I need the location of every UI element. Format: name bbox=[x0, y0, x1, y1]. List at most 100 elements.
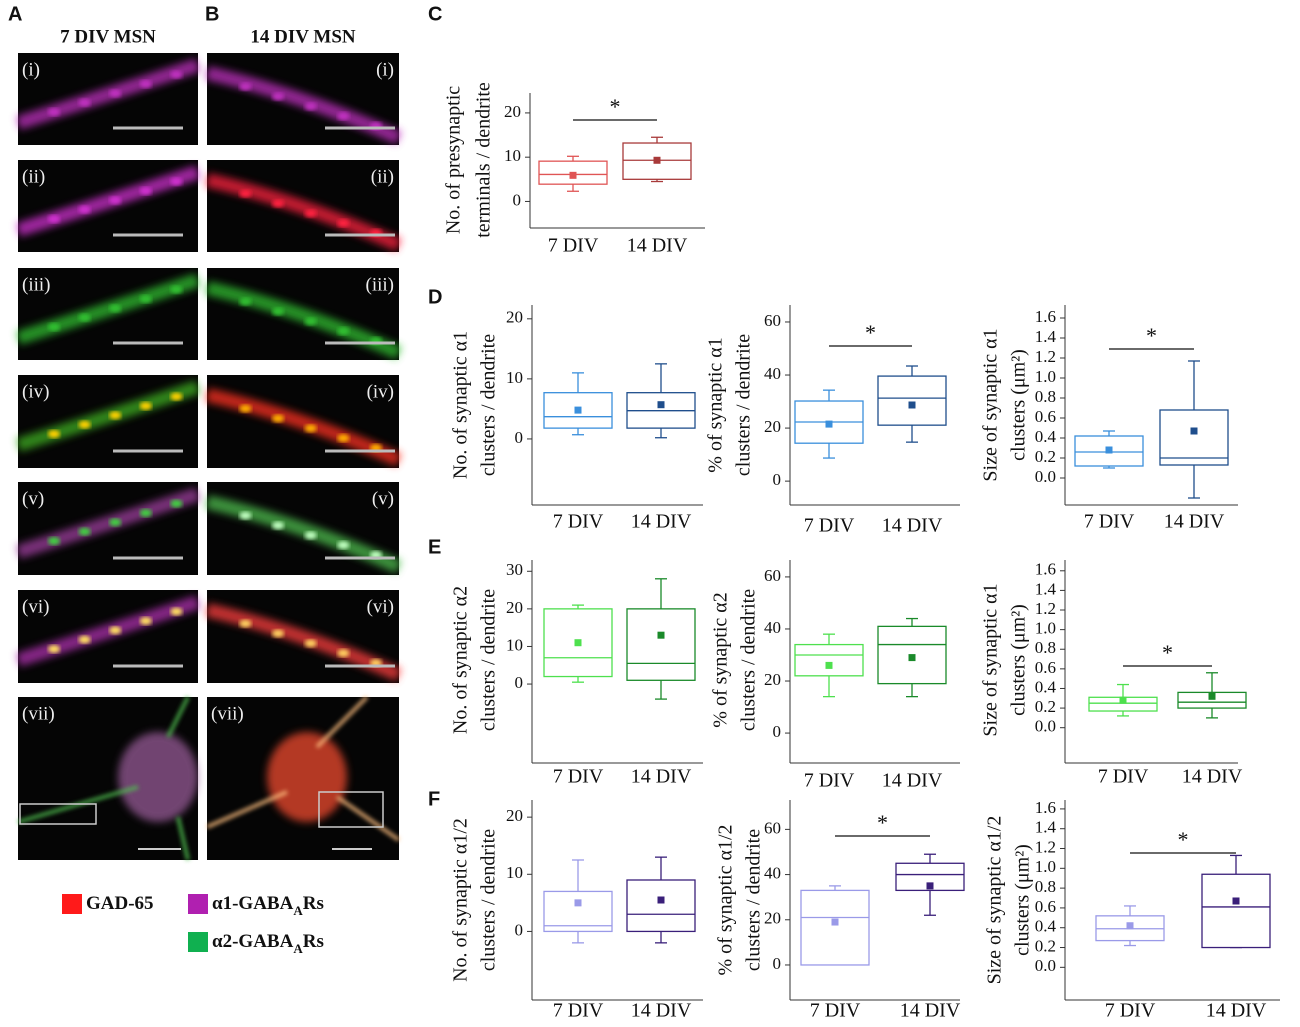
y-tick-label: 0 bbox=[773, 722, 782, 741]
mean bbox=[657, 631, 665, 639]
y-tick-label: 20 bbox=[506, 806, 523, 825]
mean bbox=[1126, 922, 1134, 930]
box bbox=[1177, 691, 1247, 709]
inset-box bbox=[318, 791, 384, 828]
y-tick-label: 0.6 bbox=[1035, 658, 1056, 677]
box bbox=[543, 890, 613, 933]
y-tick-label: 1.6 bbox=[1035, 307, 1056, 326]
y-tick-label: 20 bbox=[764, 909, 781, 928]
box-chart: 0.00.20.40.60.81.01.21.41.6 Size of synap… bbox=[980, 560, 1247, 788]
x-tick-label: 7 DIV bbox=[548, 235, 599, 257]
box-chart: 0 20 40 60 % of synaptic α1 clusters / dendri… bbox=[705, 305, 960, 537]
y-tick-label: 0 bbox=[515, 428, 524, 447]
box-chart: 0.00.20.40.60.81.01.21.41.6 Size of synap… bbox=[980, 305, 1238, 533]
y-tick-label: 60 bbox=[764, 311, 781, 330]
significance: * bbox=[1162, 640, 1173, 665]
y-tick-label: 0.4 bbox=[1035, 677, 1057, 696]
significance: * bbox=[1146, 323, 1157, 348]
micrograph bbox=[15, 590, 201, 683]
y-tick-label: 1.0 bbox=[1035, 857, 1056, 876]
y-tick-label: 10 bbox=[504, 146, 521, 165]
y-tick-label: 10 bbox=[506, 635, 523, 654]
mean bbox=[569, 171, 577, 179]
significance: * bbox=[1178, 827, 1189, 852]
legend-label: GAD-65 bbox=[86, 893, 154, 914]
x-tick-label: 7 DIV bbox=[810, 1000, 861, 1022]
y-axis-label: clusters / dendrite bbox=[738, 589, 760, 731]
mean bbox=[574, 899, 582, 907]
micrograph bbox=[15, 375, 201, 468]
micrograph bbox=[17, 696, 198, 861]
significance: * bbox=[865, 320, 876, 345]
y-tick-label: 20 bbox=[764, 417, 781, 436]
puncta bbox=[304, 317, 317, 326]
puncta bbox=[337, 541, 350, 550]
micrograph bbox=[205, 375, 402, 468]
legend-sub: A bbox=[293, 941, 303, 956]
box-chart: 0 20 40 60 % of synaptic α2 clusters / dendri… bbox=[710, 560, 960, 792]
y-axis-label: No. of synaptic α1/2 bbox=[450, 818, 472, 982]
puncta bbox=[304, 424, 317, 433]
micrograph bbox=[205, 53, 402, 145]
y-tick-label: 40 bbox=[764, 364, 781, 383]
y-tick-label: 0.0 bbox=[1035, 467, 1056, 486]
y-axis-label: clusters (μm²) bbox=[1012, 844, 1034, 956]
puncta bbox=[337, 649, 350, 658]
puncta bbox=[78, 205, 91, 214]
x-tick-label: 14 DIV bbox=[631, 511, 692, 533]
puncta bbox=[109, 411, 122, 420]
y-tick-label: 0.8 bbox=[1035, 387, 1056, 406]
puncta bbox=[109, 626, 122, 635]
significance: * bbox=[877, 810, 888, 835]
y-tick-label: 1.2 bbox=[1035, 347, 1056, 366]
x-tick-label: 14 DIV bbox=[882, 515, 943, 537]
image-label: (ii) bbox=[22, 166, 45, 187]
y-axis-label: % of synaptic α2 bbox=[710, 592, 732, 727]
x-tick-label: 14 DIV bbox=[627, 235, 688, 257]
y-tick-label: 0 bbox=[773, 470, 782, 489]
image-label: (v) bbox=[22, 488, 44, 509]
puncta bbox=[109, 89, 122, 98]
puncta bbox=[272, 414, 285, 423]
y-tick-label: 0.2 bbox=[1035, 697, 1056, 716]
y-tick-label: 0 bbox=[773, 954, 782, 973]
image-label: (vii) bbox=[22, 703, 55, 724]
y-tick-label: 60 bbox=[764, 566, 781, 585]
y-axis-label: % of synaptic α1/2 bbox=[715, 824, 737, 975]
legend-swatch bbox=[188, 894, 208, 914]
y-tick-label: 0.8 bbox=[1035, 638, 1056, 657]
legend-text: α2-GABA bbox=[212, 931, 294, 952]
y-axis-label: clusters / dendrite bbox=[478, 589, 500, 731]
image-label: (iv) bbox=[367, 381, 394, 402]
y-tick-label: 0 bbox=[513, 190, 522, 209]
puncta bbox=[170, 392, 183, 401]
puncta bbox=[48, 323, 60, 331]
y-tick-label: 0.8 bbox=[1035, 877, 1056, 896]
puncta bbox=[239, 511, 252, 520]
neurite bbox=[206, 695, 401, 842]
y-tick-label: 20 bbox=[764, 670, 781, 689]
y-tick-label: 0.2 bbox=[1035, 447, 1056, 466]
y-tick-label: 1.6 bbox=[1035, 798, 1056, 817]
x-tick-label: 14 DIV bbox=[1164, 511, 1225, 533]
y-tick-label: 60 bbox=[764, 818, 781, 837]
panel-letter: C bbox=[428, 3, 442, 25]
x-tick-label: 7 DIV bbox=[804, 515, 855, 537]
y-tick-label: 20 bbox=[506, 308, 523, 327]
y-tick-label: 0.6 bbox=[1035, 407, 1056, 426]
puncta bbox=[139, 79, 152, 88]
y-axis-label: No. of synaptic α2 bbox=[450, 586, 472, 734]
panel-letter: E bbox=[428, 536, 441, 558]
image-label: (i) bbox=[22, 59, 40, 80]
puncta bbox=[78, 420, 91, 429]
mean bbox=[657, 401, 665, 409]
y-axis-label: terminals / dendrite bbox=[473, 82, 495, 238]
legend-label: α1-GABAARs bbox=[212, 893, 324, 918]
legend-suffix: Rs bbox=[303, 893, 324, 914]
y-tick-label: 30 bbox=[506, 560, 523, 579]
panel-letter: F bbox=[428, 788, 440, 810]
box-chart: 0 10 20 No. of presynaptic terminals / dendr… bbox=[443, 82, 705, 257]
legend-text: GAD-65 bbox=[86, 893, 154, 914]
puncta bbox=[337, 112, 350, 121]
y-tick-label: 40 bbox=[764, 863, 781, 882]
